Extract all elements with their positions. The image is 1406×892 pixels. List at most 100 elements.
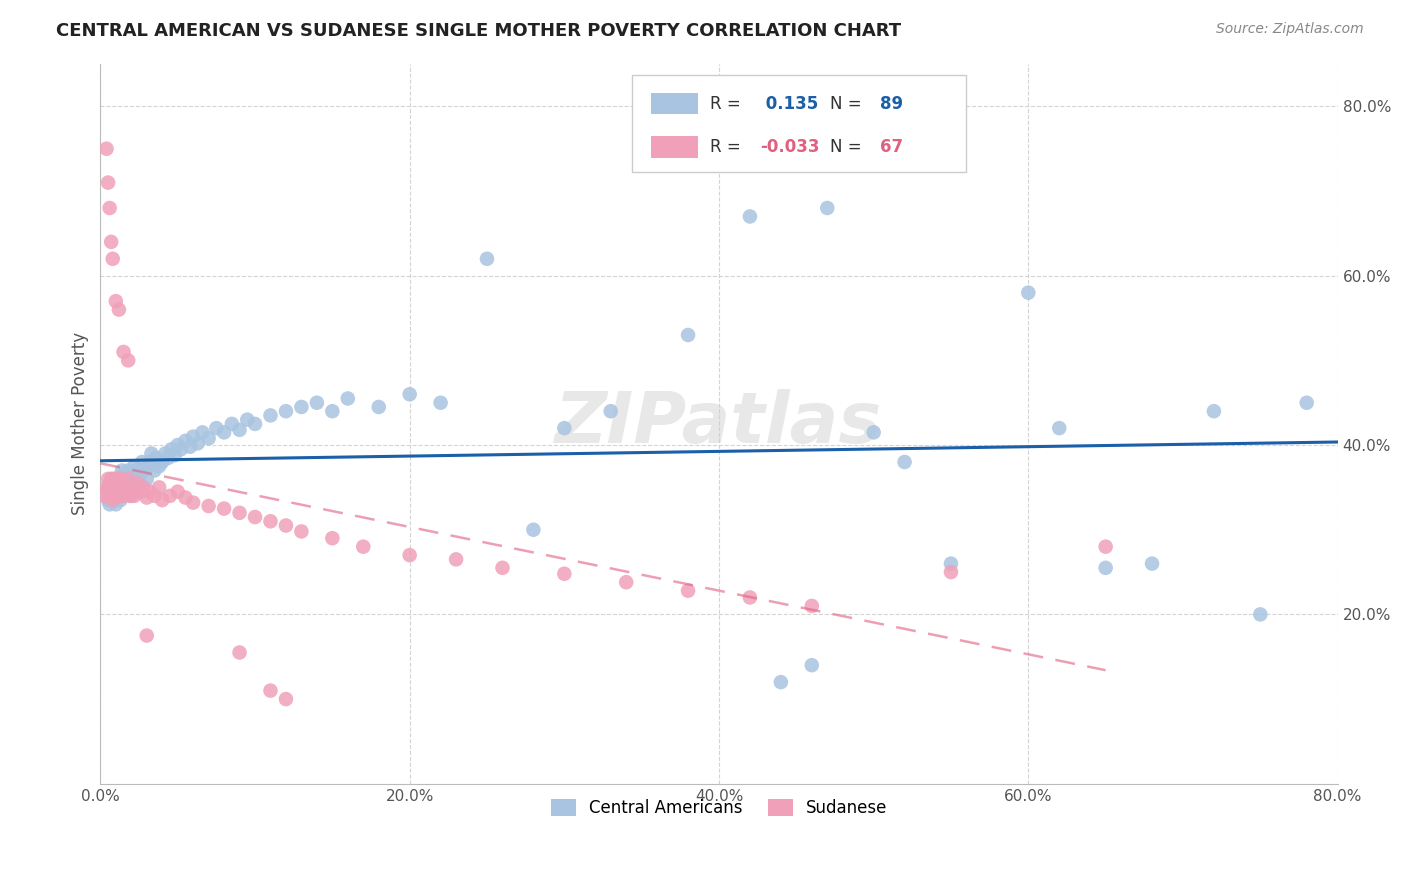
Point (108, 489, 131, 503)
Point (1249, 607, 1271, 622)
Point (155, 446, 177, 460)
Point (120, 472, 142, 486)
Point (108, 476, 131, 491)
Point (398, 387, 420, 401)
Point (101, 252, 124, 266)
Text: 67: 67 (880, 138, 903, 156)
Point (148, 480, 170, 494)
Point (166, 484, 188, 499)
Point (290, 524, 312, 539)
Point (243, 510, 266, 524)
Point (104, 489, 127, 503)
Point (104, 497, 127, 511)
Point (259, 514, 281, 528)
FancyBboxPatch shape (651, 136, 697, 158)
Point (939, 557, 962, 571)
Point (108, 302, 131, 317)
FancyBboxPatch shape (651, 93, 697, 114)
Point (160, 442, 183, 457)
Point (141, 446, 163, 460)
Text: N =: N = (831, 138, 868, 156)
Point (112, 476, 135, 491)
Legend: Central Americans, Sudanese: Central Americans, Sudanese (543, 791, 896, 826)
Point (815, 201, 838, 215)
Point (197, 499, 219, 513)
Point (197, 431, 219, 445)
Point (124, 459, 146, 474)
Point (128, 476, 150, 491)
Point (110, 472, 132, 486)
Point (181, 429, 204, 443)
Point (114, 480, 136, 494)
Point (274, 518, 297, 533)
Point (444, 552, 467, 566)
Point (103, 489, 125, 503)
Point (145, 450, 167, 465)
Point (228, 506, 250, 520)
Point (1202, 404, 1225, 418)
Point (1094, 561, 1116, 575)
Point (105, 476, 128, 491)
Point (104, 484, 127, 499)
Point (143, 463, 166, 477)
Point (98, 497, 121, 511)
Point (157, 450, 180, 465)
Point (228, 423, 250, 437)
Point (738, 210, 761, 224)
Point (104, 472, 127, 486)
Point (738, 591, 761, 605)
Point (101, 484, 124, 499)
Point (599, 404, 621, 418)
Point (305, 395, 328, 409)
Point (110, 472, 132, 486)
Point (104, 472, 127, 486)
Point (121, 484, 143, 499)
Point (110, 493, 132, 508)
Point (174, 491, 197, 505)
Point (676, 583, 699, 598)
Point (97, 472, 120, 486)
Point (800, 599, 823, 613)
Point (124, 467, 146, 482)
Point (101, 480, 124, 494)
Point (112, 345, 135, 359)
Point (150, 455, 173, 469)
Point (1047, 421, 1070, 435)
Text: R =: R = (710, 138, 747, 156)
Point (1094, 540, 1116, 554)
Point (108, 480, 131, 494)
Text: CENTRAL AMERICAN VS SUDANESE SINGLE MOTHER POVERTY CORRELATION CHART: CENTRAL AMERICAN VS SUDANESE SINGLE MOTH… (56, 22, 901, 40)
Point (101, 493, 124, 508)
Point (553, 421, 575, 435)
Point (522, 523, 544, 537)
Point (893, 455, 915, 469)
Point (491, 561, 513, 575)
Point (135, 491, 157, 505)
Point (174, 434, 197, 448)
Point (143, 489, 166, 503)
Point (117, 463, 139, 477)
Point (127, 463, 149, 477)
Point (115, 484, 138, 499)
Point (97, 480, 120, 494)
Point (159, 489, 181, 503)
Point (114, 484, 136, 499)
Point (104, 476, 127, 491)
Point (614, 575, 637, 590)
Point (111, 480, 134, 494)
Point (769, 675, 792, 690)
Text: Source: ZipAtlas.com: Source: ZipAtlas.com (1216, 22, 1364, 37)
Point (98, 201, 121, 215)
Point (103, 491, 125, 505)
Point (124, 489, 146, 503)
Point (120, 489, 142, 503)
Point (170, 442, 193, 457)
Point (121, 480, 143, 494)
Point (125, 472, 148, 486)
Point (117, 472, 139, 486)
Point (104, 294, 127, 309)
Point (290, 400, 312, 414)
Point (139, 455, 162, 469)
Point (259, 683, 281, 698)
Text: 0.135: 0.135 (759, 95, 818, 112)
